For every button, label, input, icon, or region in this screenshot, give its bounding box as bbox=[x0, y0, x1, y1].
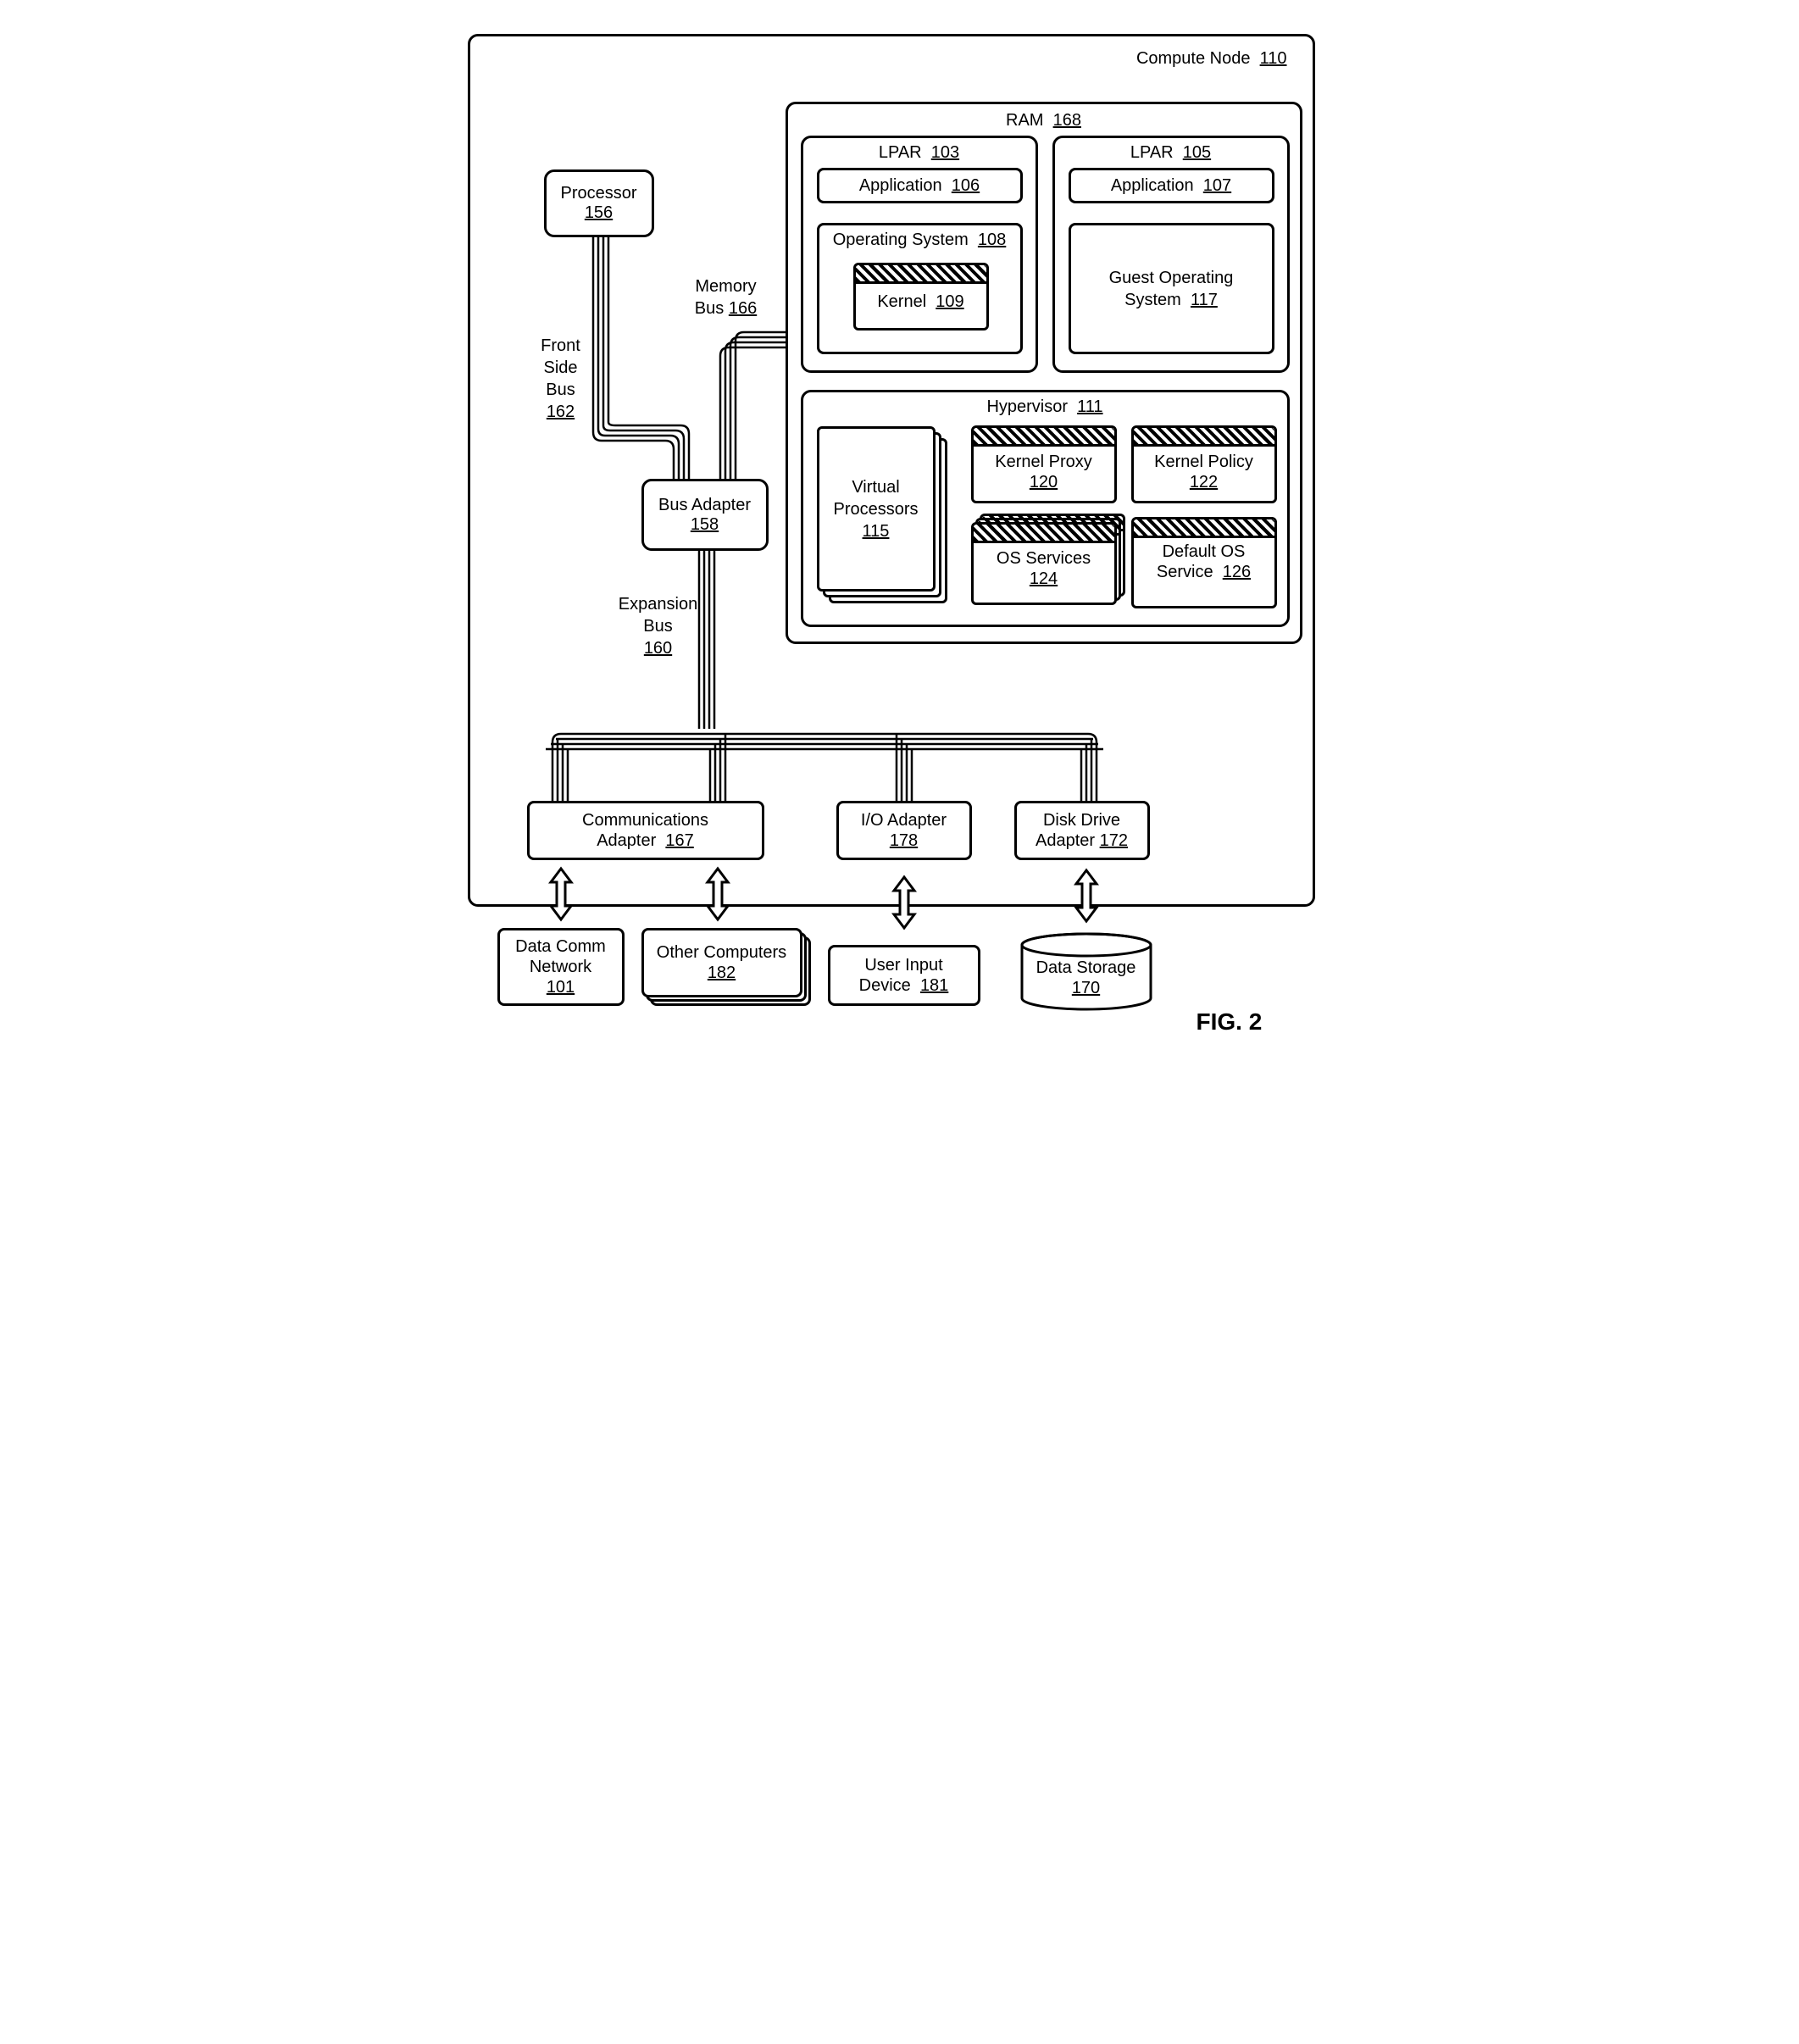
other-computers-num: 182 bbox=[708, 963, 736, 983]
kernel-label: Kernel bbox=[877, 292, 926, 311]
app2-num: 107 bbox=[1203, 176, 1231, 195]
data-storage-box: Data Storage 170 bbox=[1019, 932, 1154, 1013]
disk-adapter-label2: Adapter bbox=[1036, 831, 1095, 850]
kernel-num: 109 bbox=[936, 292, 963, 311]
app2-label: Application bbox=[1111, 176, 1194, 195]
disk-adapter-num: 172 bbox=[1100, 831, 1128, 850]
default-os-label1: Default OS bbox=[1163, 542, 1246, 561]
expansion-bus-label: Expansion Bus 160 bbox=[612, 593, 705, 659]
kernel-box: Kernel 109 bbox=[853, 263, 989, 330]
lpar2-label: LPAR bbox=[1130, 143, 1174, 162]
kernel-proxy-num: 120 bbox=[1030, 473, 1058, 492]
ram-num: 168 bbox=[1053, 111, 1081, 130]
ram-label: RAM bbox=[1006, 111, 1043, 130]
kernel-policy-hatch bbox=[1134, 428, 1274, 447]
default-os-box: Default OS Service 126 bbox=[1131, 517, 1277, 608]
os1-num: 108 bbox=[978, 231, 1006, 249]
kernel-proxy-box: Kernel Proxy 120 bbox=[971, 425, 1117, 503]
data-storage-num: 170 bbox=[1072, 979, 1100, 997]
vproc-label2: Processors bbox=[833, 500, 918, 519]
vproc-label1: Virtual bbox=[852, 478, 899, 497]
kernel-proxy-hatch bbox=[974, 428, 1114, 447]
os1-label: Operating System bbox=[833, 231, 969, 249]
default-os-hatch bbox=[1134, 519, 1274, 538]
os-services-hatch bbox=[974, 525, 1114, 543]
front-side-bus-label: Front Side Bus 162 bbox=[531, 335, 591, 423]
disk-adapter-box: Disk Drive Adapter 172 bbox=[1014, 801, 1150, 860]
lpar1-num: 103 bbox=[931, 143, 959, 162]
compute-node-label: Compute Node bbox=[1136, 49, 1251, 68]
data-comm-network-num: 101 bbox=[547, 977, 575, 997]
memory-bus-label: Memory Bus 166 bbox=[684, 275, 769, 319]
io-adapter-label: I/O Adapter bbox=[861, 810, 947, 830]
os-services-label: OS Services bbox=[997, 549, 1091, 568]
default-os-label2: Service bbox=[1157, 563, 1213, 581]
app1-label: Application bbox=[859, 176, 942, 195]
compute-node-num: 110 bbox=[1260, 49, 1287, 68]
os-services-num: 124 bbox=[1030, 569, 1058, 588]
kernel-policy-num: 122 bbox=[1190, 473, 1218, 492]
data-comm-network-label2: Network bbox=[530, 957, 591, 977]
user-input-num: 181 bbox=[920, 976, 948, 995]
diagram-canvas: Compute Node 110 Processor 156 Front Sid… bbox=[451, 17, 1349, 1039]
hypervisor-label: Hypervisor bbox=[986, 397, 1068, 416]
figure-caption: FIG. 2 bbox=[1197, 1008, 1263, 1036]
bus-adapter-num: 158 bbox=[691, 515, 719, 535]
comm-adapter-label1: Communications bbox=[582, 810, 708, 830]
lpar1-label: LPAR bbox=[879, 143, 922, 162]
bus-adapter-label: Bus Adapter bbox=[658, 496, 751, 515]
guest-os-num: 117 bbox=[1191, 291, 1218, 309]
other-computers-label: Other Computers bbox=[657, 942, 786, 963]
processor-box: Processor 156 bbox=[544, 169, 654, 237]
kernel-proxy-label: Kernel Proxy bbox=[995, 453, 1092, 471]
default-os-num: 126 bbox=[1223, 563, 1251, 581]
user-input-label1: User Input bbox=[864, 955, 942, 975]
comm-adapter-label2: Adapter bbox=[597, 831, 656, 850]
app2-box: Application 107 bbox=[1069, 168, 1274, 203]
processor-label: Processor bbox=[560, 184, 636, 203]
hypervisor-num: 111 bbox=[1077, 397, 1102, 416]
guest-os-label2: System bbox=[1124, 291, 1181, 309]
data-storage-label: Data Storage bbox=[1036, 958, 1136, 977]
kernel-policy-box: Kernel Policy 122 bbox=[1131, 425, 1277, 503]
comm-adapter-num: 167 bbox=[665, 831, 693, 850]
lpar2-num: 105 bbox=[1183, 143, 1211, 162]
kernel-policy-label: Kernel Policy bbox=[1154, 453, 1253, 471]
data-comm-network-label1: Data Comm bbox=[515, 936, 606, 957]
comm-adapter-box: Communications Adapter 167 bbox=[527, 801, 764, 860]
processor-num: 156 bbox=[585, 203, 613, 223]
guest-os-label1: Guest Operating bbox=[1109, 269, 1234, 287]
vproc-num: 115 bbox=[863, 522, 890, 541]
user-input-box: User Input Device 181 bbox=[828, 945, 980, 1006]
app1-box: Application 106 bbox=[817, 168, 1023, 203]
kernel-hatch bbox=[856, 265, 986, 284]
data-comm-network-box: Data Comm Network 101 bbox=[497, 928, 625, 1006]
app1-num: 106 bbox=[952, 176, 980, 195]
io-adapter-num: 178 bbox=[890, 830, 918, 851]
user-input-label2: Device bbox=[859, 976, 911, 995]
io-adapter-box: I/O Adapter 178 bbox=[836, 801, 972, 860]
guest-os-box: Guest Operating System 117 bbox=[1069, 223, 1274, 354]
disk-adapter-label1: Disk Drive bbox=[1043, 810, 1120, 830]
bus-adapter-box: Bus Adapter 158 bbox=[641, 479, 769, 551]
